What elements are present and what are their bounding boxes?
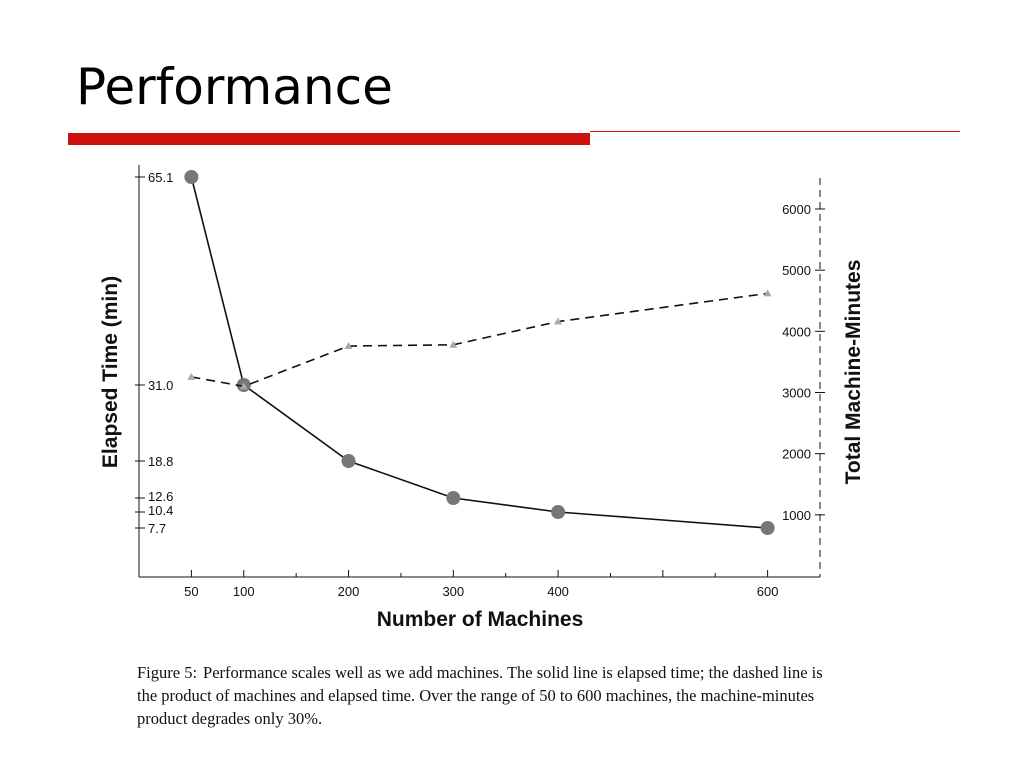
title-underline-thin (590, 131, 960, 132)
title-underline-thick (68, 133, 590, 145)
x-tick-label: 100 (233, 584, 255, 599)
figure-caption: Figure 5: Performance scales well as we a… (137, 661, 837, 730)
x-axis-title: Number of Machines (377, 608, 584, 631)
y-left-tick-label: 31.0 (148, 378, 173, 393)
machine-minutes-line (191, 292, 768, 388)
slide-title: Performance (76, 58, 393, 116)
figure-caption-label: Figure 5: (137, 663, 198, 682)
machine-minutes-point (554, 317, 563, 325)
chart-series (184, 170, 775, 535)
y-left-tick-label: 12.6 (148, 489, 173, 504)
chart-axes (138, 165, 821, 578)
y-right-tick-label: 5000 (782, 263, 811, 278)
y-left-tick-label: 7.7 (148, 521, 166, 536)
elapsed-time-point (446, 491, 461, 505)
x-tick-label: 50 (184, 584, 198, 599)
x-tick-label: 400 (547, 584, 569, 599)
y-left-tick-label: 65.1 (148, 170, 173, 185)
elapsed-time-point (184, 170, 199, 184)
y-right-tick-label: 6000 (782, 202, 811, 217)
elapsed-time-line (190, 176, 768, 529)
figure-caption-text: Performance scales well as we add machin… (137, 663, 823, 728)
y-axis-right-title: Total Machine-Minutes (842, 260, 865, 485)
machine-minutes-point (239, 382, 248, 390)
y-right-tick-label: 2000 (782, 447, 811, 462)
machine-minutes-point (344, 342, 353, 350)
y-left-tick-label: 18.8 (148, 454, 173, 469)
x-tick-label: 200 (338, 584, 360, 599)
machine-minutes-point (187, 372, 196, 380)
y-right-tick-label: 1000 (782, 508, 811, 523)
machine-minutes-point (763, 289, 772, 297)
elapsed-time-point (551, 505, 566, 519)
x-tick-label: 600 (757, 584, 779, 599)
x-tick-label: 300 (442, 584, 464, 599)
machine-minutes-point (449, 340, 458, 348)
y-right-tick-label: 3000 (782, 386, 811, 401)
y-axis-left-title: Elapsed Time (min) (99, 276, 122, 468)
chart-ticks: 50 100 200 300 400 600 65.1 31.0 18.8 12.610.4 7.7… (135, 170, 825, 599)
elapsed-time-point (341, 454, 356, 468)
y-right-tick-label: 4000 (782, 324, 811, 339)
elapsed-time-point (760, 521, 775, 535)
y-left-tick-label: 10.4 (148, 503, 173, 518)
